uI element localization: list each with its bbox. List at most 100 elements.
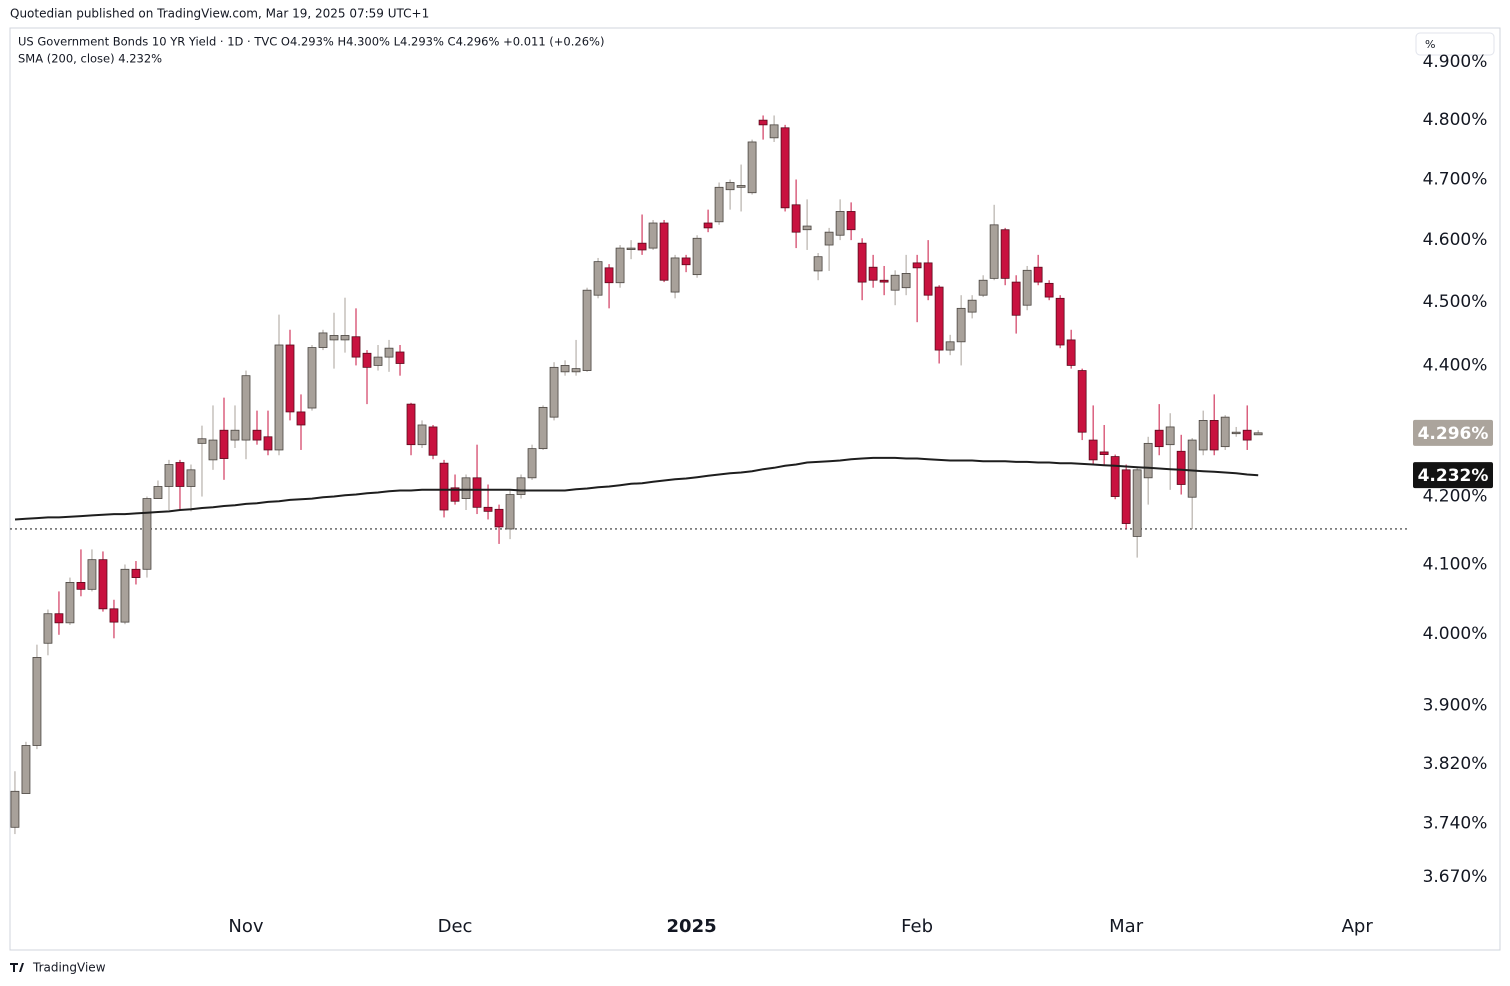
candle-body: [681, 257, 691, 266]
candle-body: [1231, 431, 1241, 435]
candle-body: [76, 582, 86, 590]
candle-body: [142, 498, 152, 570]
candle-body: [923, 262, 933, 296]
candle-body: [901, 273, 911, 289]
candle-body: [868, 266, 878, 281]
candle-body: [648, 222, 658, 249]
y-tick-label: 4.800%: [1423, 110, 1488, 130]
candle-body: [813, 256, 823, 272]
candle-body: [494, 508, 504, 528]
candle-body: [527, 448, 537, 479]
unit-box[interactable]: [1415, 32, 1495, 56]
y-tick-label: 3.670%: [1423, 867, 1488, 887]
candle-body: [351, 336, 361, 358]
candle-body: [978, 279, 988, 296]
price-label: 4.232%: [1418, 466, 1489, 486]
candle-body: [120, 568, 130, 623]
candle-body: [637, 242, 647, 251]
candle-body: [571, 368, 581, 373]
candle-body: [802, 225, 812, 231]
candle-body: [362, 352, 372, 368]
candle-body: [175, 462, 185, 487]
candle-body: [549, 366, 559, 418]
x-tick-label: Feb: [901, 916, 933, 937]
candle-body: [1011, 281, 1021, 316]
candle-body: [1088, 439, 1098, 461]
candle-body: [461, 477, 471, 499]
candle-body: [54, 613, 64, 624]
y-tick-label: 4.600%: [1423, 230, 1488, 250]
candle-body: [428, 426, 438, 456]
candle-body: [219, 429, 229, 459]
x-tick-label: 2025: [667, 916, 717, 937]
candle-body: [208, 439, 218, 461]
candle-body: [747, 141, 757, 194]
candle-body: [560, 365, 570, 373]
candle-body: [1110, 456, 1120, 497]
candle-body: [252, 429, 262, 441]
x-tick-label: Mar: [1109, 916, 1144, 937]
candle-body: [835, 211, 845, 236]
candle-body: [1000, 229, 1010, 279]
candle-body: [1209, 420, 1219, 451]
legend-sma: SMA (200, close) 4.232%: [18, 52, 162, 66]
candle-body: [824, 231, 834, 246]
candle-body: [956, 307, 966, 343]
candle-body: [769, 124, 779, 139]
candle-body: [626, 247, 636, 250]
candle-body: [307, 347, 317, 409]
candle-body: [1099, 451, 1109, 455]
candle-body: [967, 299, 977, 313]
candle-body: [670, 257, 680, 293]
candle-body: [131, 568, 141, 578]
y-tick-label: 4.700%: [1423, 169, 1488, 189]
candle-body: [1132, 469, 1142, 537]
candle-body: [384, 347, 394, 358]
candle-body: [296, 411, 306, 426]
legend-title: US Government Bonds 10 YR Yield · 1D · T…: [18, 35, 604, 49]
candle-body: [87, 559, 97, 590]
candle-body: [846, 211, 856, 231]
y-tick-label: 4.000%: [1423, 624, 1488, 644]
candle-body: [274, 344, 284, 451]
candle-body: [538, 406, 548, 450]
candle-body: [659, 222, 669, 281]
candle-body: [1242, 429, 1252, 441]
frame: [9, 27, 1501, 951]
candle-body: [703, 222, 713, 229]
candle-body: [1121, 469, 1131, 524]
footer-logo: [10, 963, 24, 972]
candle-body: [98, 559, 108, 610]
candle-body: [1187, 439, 1197, 498]
candle-body: [934, 286, 944, 351]
candle-body: [1176, 450, 1186, 485]
candle-body: [593, 261, 603, 296]
x-tick-label: Apr: [1342, 916, 1374, 937]
candle-body: [791, 204, 801, 233]
x-tick-label: Nov: [228, 916, 263, 937]
footer: TradingView: [32, 961, 106, 975]
candle-body: [725, 182, 735, 191]
candle-body: [604, 267, 614, 284]
y-tick-label: 4.500%: [1423, 292, 1488, 312]
candle-body: [1165, 426, 1175, 446]
y-tick-label: 4.100%: [1423, 554, 1488, 574]
candle-body: [164, 464, 174, 487]
candle-body: [1055, 297, 1065, 346]
y-tick-label: 4.200%: [1423, 487, 1488, 507]
candle-body: [758, 119, 768, 126]
y-tick-label: 3.820%: [1423, 754, 1488, 774]
candle-body: [472, 477, 482, 508]
candle-body: [340, 335, 350, 341]
candle-body: [241, 375, 251, 441]
candle-body: [890, 274, 900, 291]
candle-body: [857, 242, 867, 283]
x-tick-label: Dec: [438, 916, 473, 937]
price-label-box: [1413, 419, 1493, 446]
y-tick-label: 3.740%: [1423, 814, 1488, 834]
candle-body: [329, 335, 339, 341]
candle-body: [505, 494, 515, 530]
candle-body: [780, 127, 790, 209]
candle-body: [1198, 420, 1208, 451]
